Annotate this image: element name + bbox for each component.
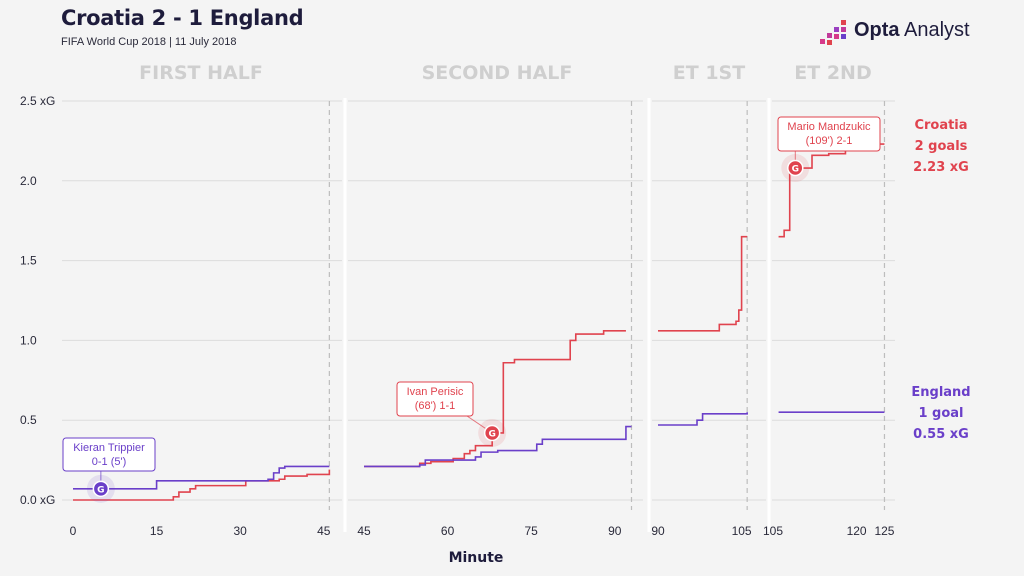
x-tick-label: 90 (651, 524, 665, 538)
goal-marker-label: G (792, 165, 799, 175)
goal-marker (787, 159, 804, 177)
goal-callout-scorer: Ivan Perisic (407, 386, 464, 398)
x-tick-label: 105 (763, 524, 783, 538)
y-tick-label: 2.0 (20, 174, 37, 188)
opta-logo-icon (820, 20, 846, 45)
x-tick-label: 105 (732, 524, 752, 538)
x-tick-label: 45 (357, 524, 371, 538)
series-line-croatia (364, 330, 626, 468)
x-tick-label: 0 (70, 524, 77, 538)
chart-title: Croatia 2 - 1 England (61, 6, 304, 30)
goal-callout-score: (68') 1-1 (415, 400, 456, 412)
series-line-croatia (73, 469, 331, 501)
series-line-england (364, 425, 632, 468)
goal-marker-label: G (488, 429, 495, 439)
series-line-england (73, 465, 330, 490)
x-tick-label: 120 (847, 524, 867, 538)
team-summary-croatia: 2 goals (915, 139, 968, 154)
goal-callout-score: (109') 2-1 (806, 135, 853, 147)
goal-callout-score: 0-1 (5') (92, 456, 127, 468)
x-tick-label: 45 (317, 524, 331, 538)
x-axis-label: Minute (449, 550, 504, 566)
y-tick-label: 0.0 xG (20, 493, 55, 507)
x-tick-label: 15 (150, 524, 164, 538)
y-tick-label: 2.5 xG (20, 94, 55, 108)
opta-analyst-logo: Opta Analyst (818, 17, 978, 47)
goal-callout-scorer: Kieran Trippier (73, 442, 145, 454)
phase-label: ET 2ND (794, 62, 871, 84)
goal-callout-box (396, 381, 474, 417)
phase-label: FIRST HALF (139, 62, 263, 84)
goal-marker (483, 424, 501, 442)
phase-label: SECOND HALF (422, 62, 573, 84)
logo-wordmark: Opta Analyst (854, 19, 970, 42)
phase-label: ET 1ST (673, 62, 745, 84)
x-tick-label: 90 (608, 524, 622, 538)
x-tick-label: 60 (441, 524, 455, 538)
goal-marker-label: G (97, 485, 104, 495)
x-tick-label: 75 (525, 524, 539, 538)
goal-callout-box (62, 437, 156, 472)
team-summary-england: England (911, 385, 970, 400)
chart-subtitle: FIFA World Cup 2018 | 11 July 2018 (61, 36, 237, 48)
team-summary-croatia: 2.23 xG (913, 160, 969, 175)
y-tick-label: 1.0 (20, 333, 37, 347)
series-line-england (658, 412, 748, 426)
goal-marker (92, 480, 110, 498)
logo-word-analyst: Analyst (899, 19, 970, 41)
x-tick-label: 125 (874, 524, 894, 538)
x-tick-label: 30 (234, 524, 248, 538)
team-summary-croatia: Croatia (914, 118, 967, 133)
series-line-croatia (658, 235, 748, 332)
y-tick-label: 0.5 (20, 413, 37, 427)
goal-callout-box (777, 116, 881, 152)
goal-callout-scorer: Mario Mandzukic (787, 121, 871, 133)
y-tick-label: 1.5 (20, 254, 37, 268)
team-summary-england: 1 goal (918, 406, 963, 421)
logo-word-opta: Opta (854, 19, 900, 41)
team-summary-england: 0.55 xG (913, 427, 969, 442)
